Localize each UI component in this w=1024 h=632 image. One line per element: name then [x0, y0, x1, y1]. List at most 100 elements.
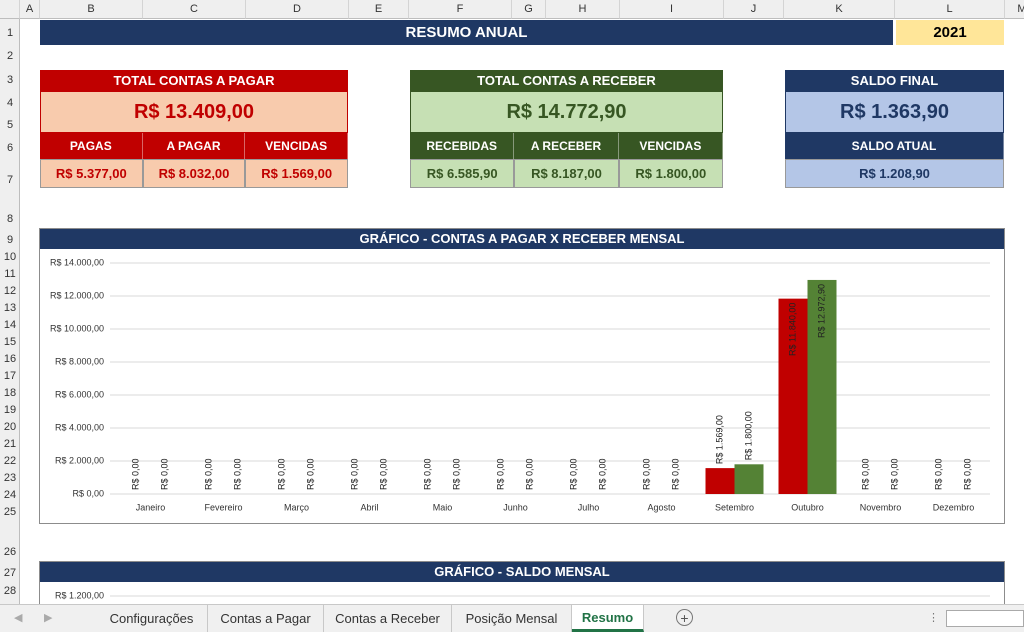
row-header[interactable]: 25: [3, 506, 17, 518]
row-header[interactable]: 18: [3, 387, 17, 399]
card-total: R$ 14.772,90: [410, 91, 723, 133]
data-label: R$ 1.569,00: [714, 415, 724, 464]
add-sheet[interactable]: +: [676, 609, 693, 626]
chart-title: GRÁFICO - CONTAS A PAGAR X RECEBER MENSA…: [359, 231, 684, 246]
data-label: R$ 0,00: [860, 458, 870, 490]
column-header[interactable]: M: [1005, 0, 1024, 19]
row-header[interactable]: 21: [3, 438, 17, 450]
y-tick-label: R$ 6.000,00: [55, 389, 104, 399]
card-item-label: RECEBIDAS: [410, 133, 515, 159]
data-label: R$ 0,00: [349, 458, 359, 490]
row-header[interactable]: 20: [3, 421, 17, 433]
y-tick-label: R$ 12.000,00: [50, 290, 104, 300]
sheet-tab[interactable]: Posição Mensal: [452, 605, 572, 632]
data-label: R$ 0,00: [159, 458, 169, 490]
row-header[interactable]: 15: [3, 336, 17, 348]
x-tick-label: Março: [284, 502, 309, 512]
row-header[interactable]: 26: [3, 546, 17, 558]
x-tick-label: Fevereiro: [204, 502, 242, 512]
row-header[interactable]: 16: [3, 353, 17, 365]
x-tick-label: Maio: [433, 502, 453, 512]
card-item-label: A PAGAR: [142, 133, 246, 159]
row-header[interactable]: 23: [3, 472, 17, 484]
row-header[interactable]: 7: [6, 174, 14, 186]
row-header[interactable]: 13: [3, 302, 17, 314]
chart-title-bar: [40, 229, 1004, 249]
card-item-value: R$ 8.187,00: [514, 159, 619, 188]
column-header[interactable]: F: [409, 0, 512, 19]
y-tick-label: R$ 10.000,00: [50, 323, 104, 333]
card-item-value: R$ 1.569,00: [245, 159, 348, 188]
scroll-right[interactable]: ▶: [44, 612, 53, 624]
card-item-label: VENCIDAS: [618, 133, 723, 159]
row-header[interactable]: 9: [6, 234, 14, 246]
column-header[interactable]: K: [784, 0, 895, 19]
chart-title: GRÁFICO - SALDO MENSAL: [434, 564, 610, 579]
row-header[interactable]: 4: [6, 97, 14, 109]
row-header[interactable]: 6: [6, 142, 14, 154]
bar: [705, 468, 735, 494]
column-header[interactable]: C: [143, 0, 246, 19]
card-title: SALDO FINAL: [785, 70, 1004, 91]
data-label: R$ 0,00: [641, 458, 651, 490]
row-header-bg: [0, 19, 20, 604]
sheet-title: RESUMO ANUAL: [40, 20, 893, 45]
x-tick-label: Janeiro: [136, 502, 166, 512]
row-header[interactable]: 5: [6, 119, 14, 131]
row-header[interactable]: 28: [3, 585, 17, 597]
row-header[interactable]: 12: [3, 285, 17, 297]
row-header[interactable]: 8: [6, 213, 14, 225]
data-label: R$ 0,00: [597, 458, 607, 490]
row-header[interactable]: 24: [3, 489, 17, 501]
card-item-value: R$ 1.208,90: [785, 159, 1004, 188]
chart-title-bar: [40, 562, 1004, 582]
row-header[interactable]: 19: [3, 404, 17, 416]
sheet-tab[interactable]: Resumo: [572, 605, 644, 632]
data-label: R$ 0,00: [933, 458, 943, 490]
x-tick-label: Dezembro: [933, 502, 975, 512]
sheet-tab-bar: ◀ ▶ + ⋮ Configurações Contas a Pagar Conta…: [0, 604, 1024, 632]
data-label: R$ 0,00: [670, 458, 680, 490]
scroll-left[interactable]: ◀: [14, 612, 23, 624]
row-header[interactable]: 10: [3, 251, 17, 263]
column-header[interactable]: E: [349, 0, 409, 19]
corner: [0, 0, 20, 19]
sheet-tab[interactable]: Contas a Pagar: [208, 605, 324, 632]
column-header[interactable]: H: [546, 0, 620, 19]
column-header[interactable]: B: [40, 0, 143, 19]
bar: [807, 279, 837, 494]
row-header[interactable]: 3: [6, 74, 14, 86]
data-label: R$ 1.800,00: [743, 411, 753, 460]
row-header[interactable]: 22: [3, 455, 17, 467]
sheet-tab[interactable]: Configurações: [96, 605, 208, 632]
card-item-label: A RECEBER: [514, 133, 619, 159]
column-header[interactable]: A: [20, 0, 40, 19]
column-header[interactable]: L: [895, 0, 1005, 19]
column-header[interactable]: I: [620, 0, 724, 19]
row-header[interactable]: 11: [4, 268, 16, 280]
data-label: R$ 0,00: [378, 458, 388, 490]
bar: [778, 298, 808, 494]
row-header[interactable]: 17: [3, 370, 17, 382]
data-label: R$ 0,00: [524, 458, 534, 490]
x-tick-label: Novembro: [860, 502, 902, 512]
year-cell[interactable]: 2021: [896, 20, 1004, 45]
h-scrollbar[interactable]: [946, 610, 1024, 627]
row-header[interactable]: 1: [6, 27, 14, 39]
data-label: R$ 0,00: [495, 458, 505, 490]
column-header[interactable]: J: [724, 0, 784, 19]
row-header[interactable]: 27: [3, 567, 17, 579]
column-header[interactable]: D: [246, 0, 349, 19]
row-header[interactable]: 14: [3, 319, 17, 331]
sheet-tab[interactable]: Contas a Receber: [324, 605, 452, 632]
more[interactable]: ⋮: [928, 612, 939, 624]
chart-area: [39, 228, 1005, 524]
data-label: R$ 0,00: [232, 458, 242, 490]
row-header[interactable]: 2: [6, 50, 14, 62]
data-label: R$ 0,00: [962, 458, 972, 490]
y-tick-label: R$ 1.200,00: [55, 590, 104, 600]
card-item-label: SALDO ATUAL: [785, 133, 1004, 159]
column-header[interactable]: G: [512, 0, 546, 19]
